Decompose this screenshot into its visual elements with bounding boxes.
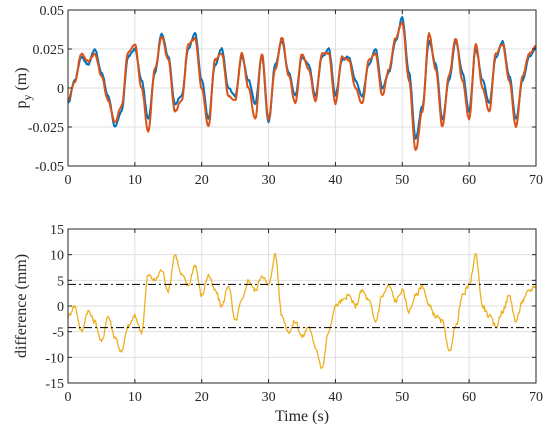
x-tick-label: 50 [395, 173, 409, 188]
x-tick-label: 0 [65, 390, 72, 405]
x-tick-label: 50 [395, 390, 409, 405]
y-tick-label: 0.025 [33, 43, 65, 58]
series-line-1 [67, 21, 537, 152]
x-tick-label: 0 [65, 173, 72, 188]
x-tick-label: 20 [195, 173, 209, 188]
bottom-panel-difference: 0 10 20 30 40 50 60 70 -15 -10 -5 0 5 10 15 difference … [13, 223, 543, 425]
y-axis-label-unit: (m) [13, 67, 30, 94]
y-axis-label: difference (mm) [13, 254, 30, 358]
x-tick-label: 10 [128, 390, 142, 405]
series-line-0 [67, 252, 537, 370]
y-tick-label: 10 [50, 249, 64, 264]
y-axis-label: py (m) [13, 67, 34, 108]
x-tick-label: 40 [328, 390, 342, 405]
y-tick-label: 0.05 [40, 4, 65, 19]
x-tick-label: 30 [262, 390, 276, 405]
x-tick-label: 30 [262, 173, 276, 188]
x-tick-label: 70 [529, 390, 543, 405]
y-tick-label: 5 [57, 274, 64, 289]
y-tick-label: -0.05 [35, 160, 64, 175]
y-tick-label: -5 [52, 326, 64, 341]
y-tick-label: -15 [45, 377, 64, 392]
y-axis-label-subscript: y [20, 95, 34, 101]
top-panel-py: 0 10 20 30 40 50 60 70 -0.05 -0.025 0 0.025 0.05 py (… [13, 4, 543, 188]
x-tick-label: 60 [462, 390, 476, 405]
y-tick-label: 0 [57, 300, 64, 315]
x-tick-label: 60 [462, 173, 476, 188]
x-tick-label: 70 [529, 173, 543, 188]
x-tick-label: 20 [195, 390, 209, 405]
x-tick-label: 10 [128, 173, 142, 188]
y-tick-label: 0 [57, 82, 64, 97]
x-axis-label: Time (s) [275, 408, 329, 425]
y-tick-label: 15 [50, 223, 64, 238]
x-tick-label: 40 [328, 173, 342, 188]
y-tick-label: -0.025 [28, 121, 64, 136]
y-tick-label: -10 [45, 351, 64, 366]
